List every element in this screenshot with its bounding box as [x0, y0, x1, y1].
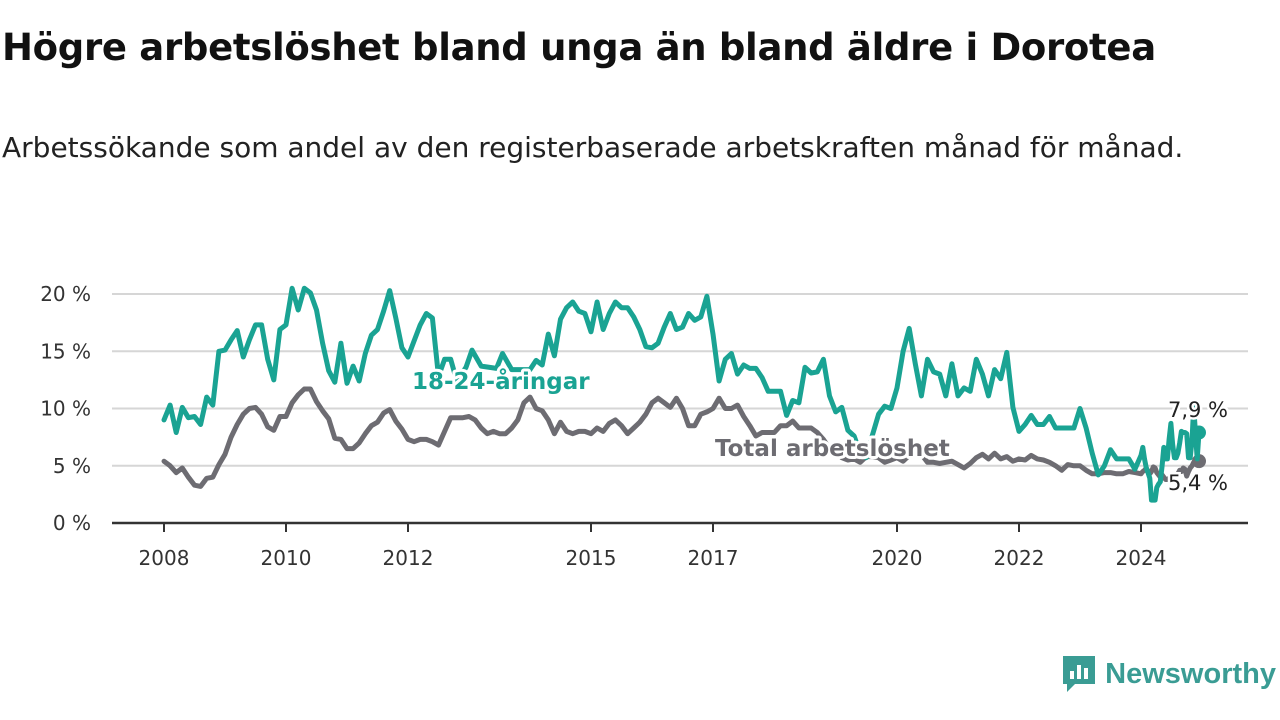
y-tick-label: 0 %	[53, 511, 91, 535]
x-tick-label: 2008	[139, 546, 190, 570]
series-line-youth	[164, 288, 1199, 500]
y-tick-label: 5 %	[53, 454, 91, 478]
x-tick-label: 2024	[1116, 546, 1167, 570]
series-line-total	[164, 389, 1199, 486]
series-label-youth: 18-24-åringar	[412, 368, 590, 395]
y-tick-label: 10 %	[40, 397, 91, 421]
series-label-total: Total arbetslöshet	[715, 436, 950, 462]
x-tick-label: 2022	[994, 546, 1045, 570]
end-label-total: 5,4 %	[1168, 471, 1228, 495]
line-chart: 0 % 5 % 10 % 15 % 20 % 2008 2010 2012 2015 2017 20…	[0, 0, 1280, 720]
y-tick-label: 15 %	[40, 339, 91, 363]
newsworthy-logo-icon	[1061, 654, 1097, 694]
gridlines	[112, 294, 1248, 466]
x-tick-label: 2017	[688, 546, 739, 570]
end-point-youth	[1192, 426, 1206, 440]
x-tick-label: 2020	[872, 546, 923, 570]
x-tick-label: 2012	[383, 546, 434, 570]
end-label-youth: 7,9 %	[1168, 398, 1228, 422]
brand-name: Newsworthy	[1105, 658, 1276, 691]
newsworthy-logo: Newsworthy	[1061, 654, 1276, 694]
series-labels: 18-24-åringar Total arbetslöshet 7,9 % 5,4 …	[412, 368, 1228, 495]
x-tick-label: 2010	[261, 546, 312, 570]
x-tick-label: 2015	[566, 546, 617, 570]
series-lines	[164, 288, 1206, 500]
y-tick-label: 20 %	[40, 282, 91, 306]
